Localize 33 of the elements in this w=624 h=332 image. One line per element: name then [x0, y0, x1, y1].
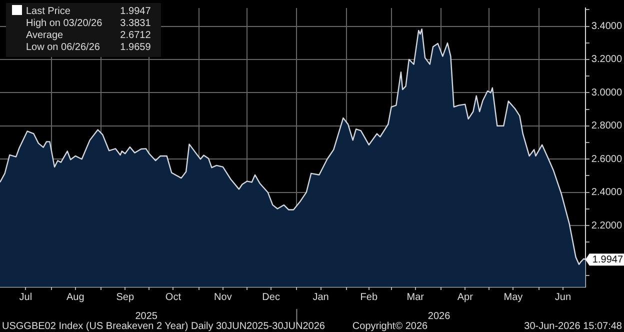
text: 1.9947 [592, 254, 624, 266]
annotation: Average [25, 30, 64, 42]
text: 30-Jun-2026 15:07:48 [524, 320, 622, 332]
text: USGGBE02 Index (US Breakeven 2 Year) Daily 30JUN2025-30JUN2026 [2, 320, 326, 332]
text: Last Price [25, 5, 72, 18]
x-tick-label: Jun [554, 292, 572, 303]
x-tick-label: Dec [262, 292, 280, 303]
x-tick-label: Jan [312, 292, 329, 303]
annotation: 1.9659 [119, 42, 152, 54]
x-tick-label: Feb [360, 292, 378, 303]
annotation: 3.3831 [119, 18, 152, 30]
x-tick-label: Nov [214, 292, 232, 303]
y-tick-label: 3.0000 [591, 87, 622, 98]
x-tick-label: Oct [165, 292, 182, 303]
annotation: 1.9947 [119, 5, 152, 18]
text: 2025 [135, 310, 158, 322]
y-tick-label: 2.4000 [591, 187, 622, 198]
y-tick-label: 2.6000 [591, 154, 622, 165]
x-tick-label: May [504, 292, 523, 303]
x-tick-label: Apr [457, 292, 474, 303]
x-tick-label: Mar [406, 292, 425, 303]
annotation: High on 03/20/26 [25, 18, 104, 30]
annotation: Low on 06/26/26 [25, 42, 101, 54]
x-tick-label: Aug [66, 292, 84, 303]
y-tick-label: 3.2000 [591, 54, 622, 66]
y-tick-label: 2.2000 [591, 220, 622, 232]
x-tick-label: Sep [116, 292, 134, 303]
y-tick-label: 2.8000 [591, 120, 622, 132]
x-tick-label: Jul [19, 292, 32, 303]
annotation: 2.6712 [119, 30, 152, 42]
text: 2026 [428, 310, 451, 322]
y-tick-label: 3.4000 [591, 21, 622, 32]
text: Copyright© 2026 [352, 320, 428, 332]
